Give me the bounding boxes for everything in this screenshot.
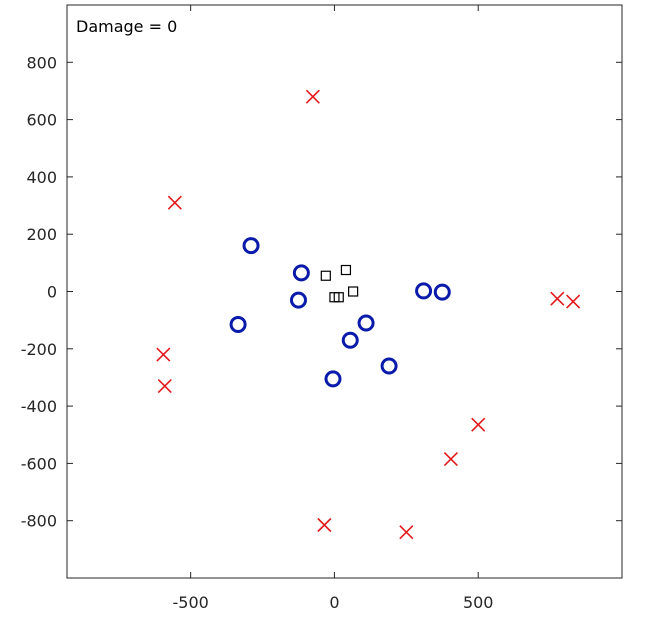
data-marks bbox=[156, 89, 581, 540]
y-tick-label: -800 bbox=[21, 512, 57, 531]
x-tick-label: 500 bbox=[463, 593, 494, 612]
circle-marker bbox=[341, 331, 359, 349]
square-marker bbox=[333, 292, 344, 303]
x-marker bbox=[157, 378, 172, 394]
circle-marker bbox=[242, 237, 260, 255]
circle-marker bbox=[357, 314, 375, 332]
x-marker bbox=[167, 195, 182, 210]
square-marker bbox=[320, 270, 331, 281]
y-tick-label: -200 bbox=[21, 340, 57, 359]
x-marker bbox=[156, 347, 171, 362]
x-tick-label: -500 bbox=[172, 593, 208, 612]
x-marker bbox=[305, 89, 320, 104]
x-marker bbox=[399, 525, 414, 540]
x-marker bbox=[566, 294, 581, 309]
y-tick-label: 800 bbox=[26, 53, 57, 72]
circle-marker bbox=[289, 291, 307, 309]
circle-marker bbox=[433, 283, 451, 301]
y-tick-label: 200 bbox=[26, 225, 57, 244]
axis-ticks: -500 0 500 -800 -600 -400 -200 0 200 400 600 800 bbox=[21, 5, 622, 612]
y-tick-label: 600 bbox=[26, 111, 57, 130]
y-tick-label: 400 bbox=[26, 168, 57, 187]
square-marker bbox=[340, 264, 352, 276]
y-tick-label: -600 bbox=[21, 454, 57, 473]
y-tick-label: 0 bbox=[47, 283, 57, 302]
axes-box bbox=[66, 4, 623, 579]
x-tick-label: 0 bbox=[329, 593, 339, 612]
circle-marker bbox=[415, 282, 433, 300]
x-marker bbox=[471, 417, 486, 432]
x-marker bbox=[550, 291, 565, 306]
square-marker bbox=[348, 286, 359, 297]
circle-marker bbox=[380, 357, 398, 375]
x-marker bbox=[317, 517, 332, 533]
y-tick-label: -400 bbox=[21, 397, 57, 416]
circle-marker bbox=[229, 315, 247, 333]
circle-marker bbox=[324, 370, 342, 388]
circle-marker bbox=[292, 264, 310, 282]
damage-annotation: Damage = 0 bbox=[76, 17, 177, 36]
x-marker bbox=[443, 452, 458, 467]
